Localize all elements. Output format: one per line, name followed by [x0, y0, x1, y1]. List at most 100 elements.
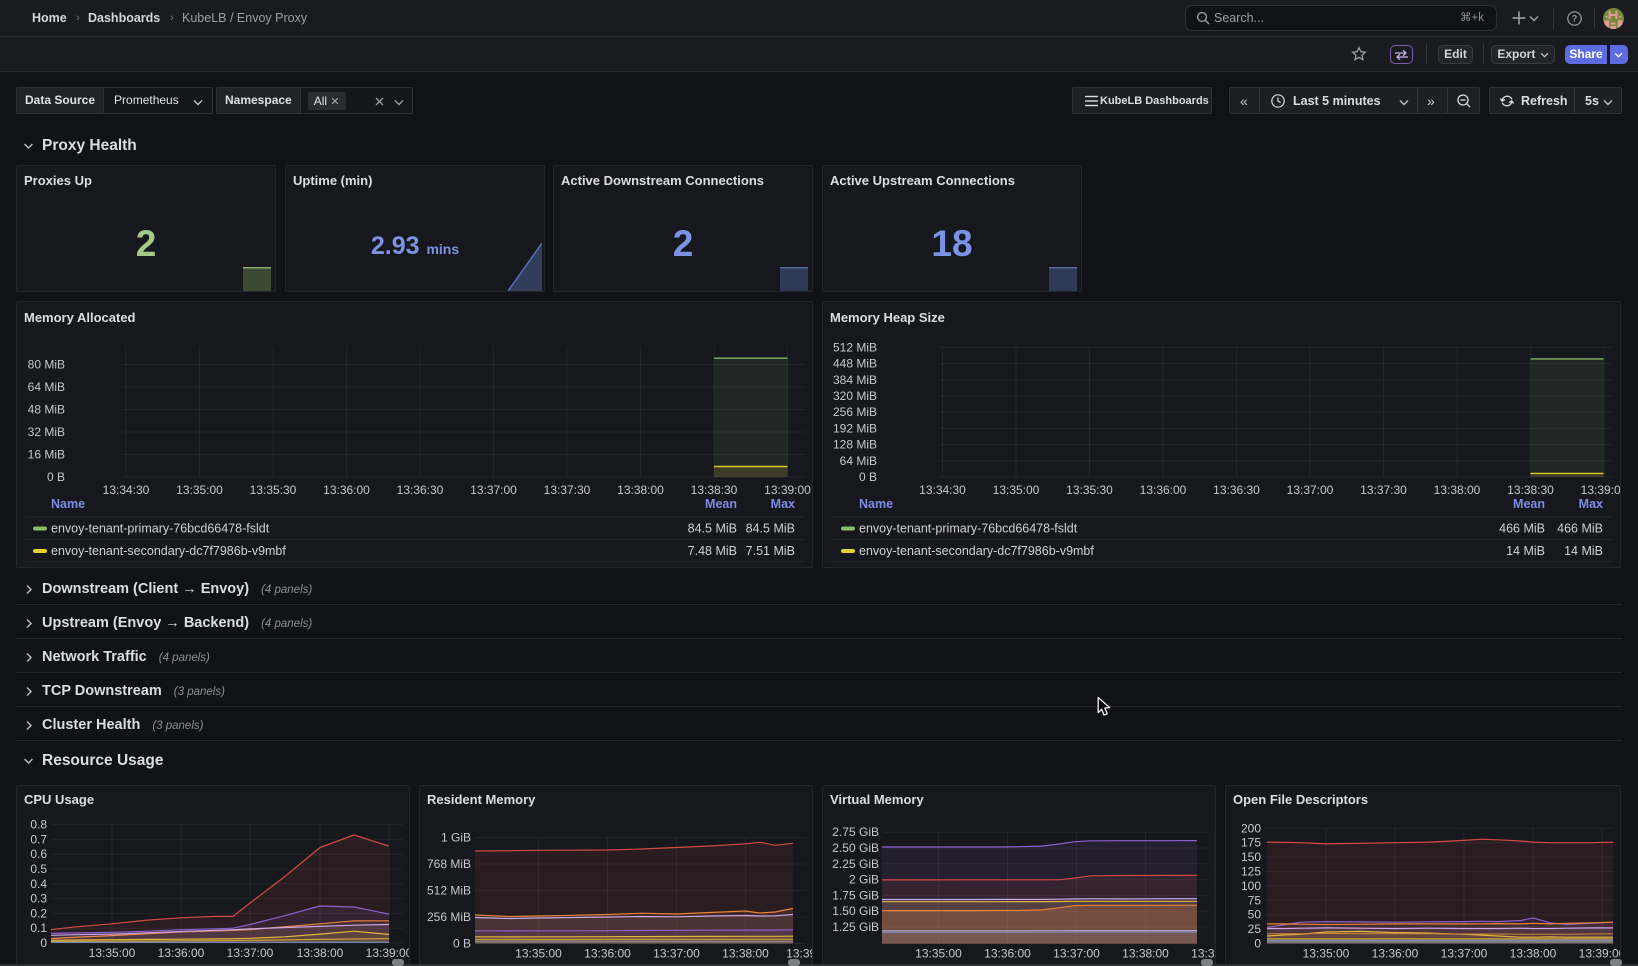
- svg-text:0 B: 0 B: [453, 937, 471, 951]
- svg-text:7.51 MiB: 7.51 MiB: [746, 544, 795, 558]
- svg-text:256 MiB: 256 MiB: [427, 910, 471, 924]
- svg-text:100: 100: [1241, 879, 1261, 893]
- svg-text:13:37:00: 13:37:00: [1441, 947, 1488, 961]
- svg-text:0.1: 0.1: [30, 921, 47, 935]
- svg-text:0.7: 0.7: [30, 832, 47, 846]
- svg-text:13:38:00: 13:38:00: [1122, 947, 1169, 961]
- svg-text:13:36:00: 13:36:00: [1372, 947, 1419, 961]
- svg-text:13:39:00: 13:39:00: [1579, 947, 1620, 961]
- svg-text:13:34:30: 13:34:30: [103, 483, 150, 497]
- svg-text:25: 25: [1248, 922, 1262, 936]
- svg-text:64 MiB: 64 MiB: [28, 380, 65, 394]
- svg-text:0.3: 0.3: [30, 892, 47, 906]
- svg-text:13:36:00: 13:36:00: [323, 483, 370, 497]
- svg-text:48 MiB: 48 MiB: [28, 403, 65, 417]
- svg-text:Max: Max: [771, 497, 795, 511]
- svg-text:Mean: Mean: [1513, 497, 1545, 511]
- svg-text:466 MiB: 466 MiB: [1499, 522, 1545, 536]
- svg-text:Max: Max: [1579, 497, 1603, 511]
- svg-text:13:38:30: 13:38:30: [691, 483, 738, 497]
- svg-text:envoy-tenant-primary-76bcd6647: envoy-tenant-primary-76bcd66478-fsldt: [859, 522, 1078, 536]
- svg-text:7.48 MiB: 7.48 MiB: [688, 544, 737, 558]
- svg-text:13:36:00: 13:36:00: [984, 947, 1031, 961]
- svg-text:0.2: 0.2: [30, 906, 47, 920]
- svg-text:1.25 GiB: 1.25 GiB: [832, 920, 879, 934]
- svg-text:13:35:00: 13:35:00: [515, 947, 562, 961]
- svg-text:512 MiB: 512 MiB: [427, 884, 471, 898]
- svg-text:13:34:30: 13:34:30: [919, 483, 966, 497]
- svg-text:13:38:00: 13:38:00: [722, 947, 769, 961]
- svg-text:13:39:00: 13:39:00: [786, 947, 812, 961]
- svg-text:13:35:30: 13:35:30: [1066, 483, 1113, 497]
- svg-text:13:35:30: 13:35:30: [250, 483, 297, 497]
- svg-text:84.5 MiB: 84.5 MiB: [746, 522, 795, 536]
- svg-text:84.5 MiB: 84.5 MiB: [688, 522, 737, 536]
- svg-text:512 MiB: 512 MiB: [833, 340, 877, 354]
- svg-text:75: 75: [1248, 893, 1262, 907]
- svg-text:150: 150: [1241, 850, 1261, 864]
- svg-text:13:36:00: 13:36:00: [158, 946, 205, 960]
- svg-text:13:37:00: 13:37:00: [1053, 947, 1100, 961]
- svg-text:13:38:00: 13:38:00: [1434, 483, 1481, 497]
- svg-text:Name: Name: [859, 497, 893, 511]
- svg-text:13:35:00: 13:35:00: [993, 483, 1040, 497]
- svg-text:2.75 GiB: 2.75 GiB: [832, 825, 879, 839]
- svg-text:0: 0: [40, 936, 47, 950]
- svg-text:13:37:00: 13:37:00: [653, 947, 700, 961]
- svg-text:13:37:00: 13:37:00: [470, 483, 517, 497]
- svg-text:0.4: 0.4: [30, 877, 47, 891]
- svg-text:2 GiB: 2 GiB: [849, 873, 879, 887]
- svg-text:13:36:30: 13:36:30: [397, 483, 444, 497]
- svg-text:1.50 GiB: 1.50 GiB: [832, 904, 879, 918]
- svg-text:envoy-tenant-primary-76bcd6647: envoy-tenant-primary-76bcd66478-fsldt: [51, 522, 270, 536]
- svg-text:13:37:30: 13:37:30: [544, 483, 591, 497]
- svg-text:16 MiB: 16 MiB: [28, 448, 65, 462]
- svg-text:0 B: 0 B: [47, 470, 65, 484]
- svg-text:0.6: 0.6: [30, 847, 47, 861]
- svg-text:13:36:00: 13:36:00: [584, 947, 631, 961]
- svg-text:0.8: 0.8: [30, 818, 47, 832]
- svg-text:13:35:00: 13:35:00: [915, 947, 962, 961]
- svg-text:2.25 GiB: 2.25 GiB: [832, 857, 879, 871]
- svg-text:0 B: 0 B: [859, 470, 877, 484]
- svg-text:13:35:00: 13:35:00: [89, 946, 136, 960]
- svg-text:?: ?: [1572, 14, 1578, 24]
- svg-text:13:38:30: 13:38:30: [1507, 483, 1554, 497]
- svg-text:32 MiB: 32 MiB: [28, 425, 65, 439]
- svg-text:2.50 GiB: 2.50 GiB: [832, 841, 879, 855]
- svg-text:13:36:30: 13:36:30: [1213, 483, 1260, 497]
- svg-text:13:37:00: 13:37:00: [1287, 483, 1334, 497]
- svg-text:1 GiB: 1 GiB: [441, 831, 471, 845]
- svg-text:0.5: 0.5: [30, 862, 47, 876]
- svg-text:14 MiB: 14 MiB: [1564, 544, 1603, 558]
- svg-text:Name: Name: [51, 497, 85, 511]
- svg-text:768 MiB: 768 MiB: [427, 857, 471, 871]
- svg-text:13:38:00: 13:38:00: [297, 946, 344, 960]
- svg-text:13:37:30: 13:37:30: [1360, 483, 1407, 497]
- svg-text:13:37:00: 13:37:00: [227, 946, 274, 960]
- svg-text:14 MiB: 14 MiB: [1506, 544, 1545, 558]
- svg-text:13:35:00: 13:35:00: [1303, 947, 1350, 961]
- svg-text:175: 175: [1241, 836, 1261, 850]
- svg-text:128 MiB: 128 MiB: [833, 438, 877, 452]
- svg-text:64 MiB: 64 MiB: [840, 454, 877, 468]
- svg-text:envoy-tenant-secondary-dc7f798: envoy-tenant-secondary-dc7f7986b-v9mbf: [51, 544, 286, 558]
- svg-text:13:35:00: 13:35:00: [176, 483, 223, 497]
- svg-text:13:39:00: 13:39:00: [1191, 947, 1215, 961]
- svg-text:Mean: Mean: [705, 497, 737, 511]
- svg-text:192 MiB: 192 MiB: [833, 421, 877, 435]
- svg-text:80 MiB: 80 MiB: [28, 358, 65, 372]
- svg-text:13:38:00: 13:38:00: [617, 483, 664, 497]
- svg-text:384 MiB: 384 MiB: [833, 373, 877, 387]
- svg-text:13:38:00: 13:38:00: [1510, 947, 1557, 961]
- svg-text:200: 200: [1241, 821, 1261, 835]
- svg-text:13:39:00: 13:39:00: [1581, 483, 1620, 497]
- svg-text:13:39:00: 13:39:00: [764, 483, 811, 497]
- svg-text:466 MiB: 466 MiB: [1557, 522, 1603, 536]
- svg-text:125: 125: [1241, 865, 1261, 879]
- svg-text:1.75 GiB: 1.75 GiB: [832, 888, 879, 902]
- svg-text:0: 0: [1254, 937, 1261, 951]
- svg-text:448 MiB: 448 MiB: [833, 357, 877, 371]
- svg-text:13:36:00: 13:36:00: [1140, 483, 1187, 497]
- svg-text:320 MiB: 320 MiB: [833, 389, 877, 403]
